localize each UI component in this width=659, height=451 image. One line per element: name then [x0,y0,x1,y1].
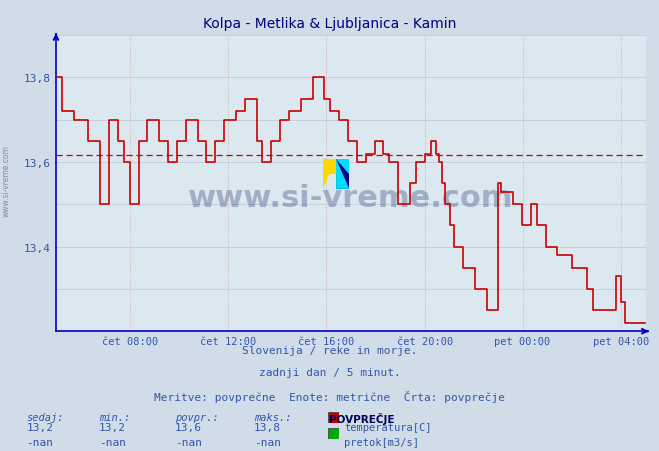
Text: sedaj:: sedaj: [26,412,64,422]
Polygon shape [323,160,336,189]
Text: -nan: -nan [99,437,126,447]
Text: www.si-vreme.com: www.si-vreme.com [2,144,11,216]
Text: temperatura[C]: temperatura[C] [344,422,432,432]
Text: Meritve: povprečne  Enote: metrične  Črta: povprečje: Meritve: povprečne Enote: metrične Črta:… [154,390,505,402]
Polygon shape [336,160,349,189]
Text: povpr.:: povpr.: [175,412,218,422]
Text: maks.:: maks.: [254,412,291,422]
Text: Kolpa - Metlika & Ljubljanica - Kamin: Kolpa - Metlika & Ljubljanica - Kamin [203,17,456,31]
Text: 13,2: 13,2 [26,422,53,432]
Text: zadnji dan / 5 minut.: zadnji dan / 5 minut. [258,368,401,377]
Text: 13,8: 13,8 [254,422,281,432]
Text: 13,2: 13,2 [99,422,126,432]
Bar [336,175,349,189]
Polygon shape [336,160,349,189]
Polygon shape [336,160,349,175]
Bar [336,160,349,175]
Text: 13,6: 13,6 [175,422,202,432]
Text: min.:: min.: [99,412,130,422]
Text: pretok[m3/s]: pretok[m3/s] [344,437,419,447]
Text: Slovenija / reke in morje.: Slovenija / reke in morje. [242,345,417,355]
Text: -nan: -nan [175,437,202,447]
Text: -nan: -nan [26,437,53,447]
Bar [323,160,336,175]
Text: www.si-vreme.com: www.si-vreme.com [188,184,513,213]
Text: POVPREČJE: POVPREČJE [330,412,395,424]
Text: -nan: -nan [254,437,281,447]
